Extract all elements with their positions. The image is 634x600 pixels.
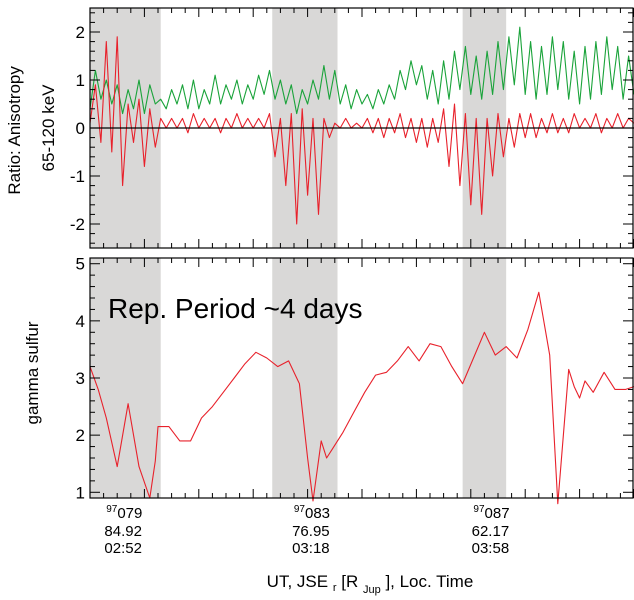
shaded-interval-3: [462, 258, 507, 498]
y-axis-label-line2: 65-120 keV: [39, 84, 58, 172]
x-date-year: 97: [294, 504, 306, 515]
y-axis-label: gamma sulfur: [23, 321, 42, 424]
y-tick-label: -2: [70, 215, 85, 234]
x-minor-ticks: [89, 258, 634, 498]
x-date-day: 083: [305, 505, 330, 522]
series-line-green: [89, 26, 634, 115]
x-date-doy: 97087: [473, 504, 509, 522]
x-date-distance: 76.95: [292, 523, 330, 540]
x-date-doy: 97083: [294, 504, 330, 522]
x-date-distance: 62.17: [472, 523, 510, 540]
x-date-time: 02:52: [104, 540, 142, 557]
gamma-panel: 1 2 3 4 5 gamma sulfur Rep. Period ~4 days: [23, 255, 634, 505]
x-axis-label: UT, JSE r [R Jup ], Loc. Time: [267, 572, 474, 597]
x-date-distance: 84.92: [104, 523, 142, 540]
y-axis-label: Ratio: Anisotropy 65-120 keV: [5, 61, 58, 194]
x-date-year: 97: [106, 504, 118, 515]
series-line-red: [89, 36, 634, 225]
series-group: [89, 26, 634, 225]
x-minor-ticks: [89, 8, 634, 248]
y-tick-label: 4: [76, 312, 85, 331]
x-date-time: 03:18: [292, 540, 330, 557]
x-date-year: 97: [473, 504, 485, 515]
y-tick-label: 1: [76, 483, 85, 502]
x-label-sub2: Jup: [363, 584, 381, 596]
x-date-time: 03:58: [472, 540, 510, 557]
x-date-labels: 9707984.9202:529708376.9503:189708762.17…: [104, 504, 509, 557]
x-label-mid: [R: [341, 572, 358, 591]
y-tick-label: 1: [76, 71, 85, 90]
shaded-interval-1: [90, 258, 161, 498]
x-label-post: ], Loc. Time: [385, 572, 473, 591]
y-tick-label: 2: [76, 426, 85, 445]
x-date-doy: 97079: [106, 504, 142, 522]
anisotropy-panel: -2 -1 0 1 2 Ratio: Anisotropy 65-120 keV: [5, 7, 634, 249]
x-label-sub1: r: [333, 582, 337, 594]
y-ticks: 1 2 3 4 5: [76, 255, 633, 502]
y-ticks: -2 -1 0 1 2: [70, 12, 633, 244]
y-tick-label: 5: [76, 255, 85, 274]
y-tick-label: -1: [70, 167, 85, 186]
series-group: [89, 291, 634, 505]
annotation-rep-period: Rep. Period ~4 days: [108, 293, 363, 324]
y-axis-label-line1: Ratio: Anisotropy: [5, 66, 24, 195]
y-tick-label: 0: [76, 119, 85, 138]
x-label-pre: UT, JSE: [267, 572, 328, 591]
y-tick-label: 3: [76, 369, 85, 388]
series-line-red: [89, 291, 634, 505]
x-date-day: 087: [485, 505, 510, 522]
x-date-day: 079: [117, 505, 142, 522]
y-tick-label: 2: [76, 23, 85, 42]
